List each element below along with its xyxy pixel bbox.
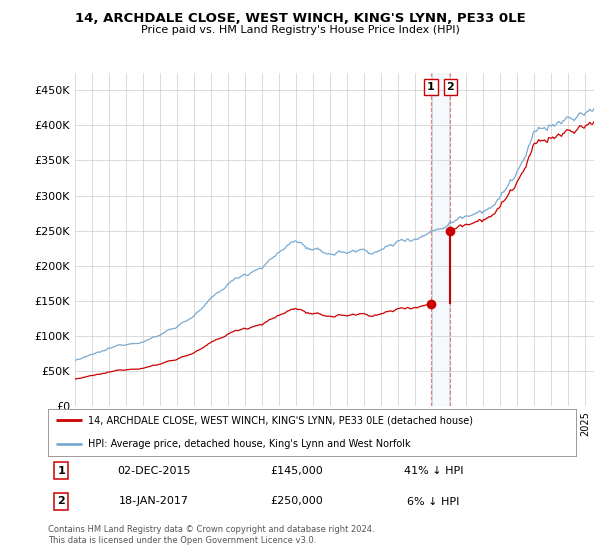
- Bar: [431, 73, 450, 406]
- Text: Price paid vs. HM Land Registry's House Price Index (HPI): Price paid vs. HM Land Registry's House …: [140, 25, 460, 35]
- Text: 14, ARCHDALE CLOSE, WEST WINCH, KING'S LYNN, PE33 0LE: 14, ARCHDALE CLOSE, WEST WINCH, KING'S L…: [74, 12, 526, 25]
- Text: 02-DEC-2015: 02-DEC-2015: [117, 465, 190, 475]
- Text: Contains HM Land Registry data © Crown copyright and database right 2024.
This d: Contains HM Land Registry data © Crown c…: [48, 525, 374, 545]
- Text: 41% ↓ HPI: 41% ↓ HPI: [404, 465, 463, 475]
- Text: 2: 2: [58, 497, 65, 506]
- Text: 6% ↓ HPI: 6% ↓ HPI: [407, 497, 460, 506]
- Text: 1: 1: [427, 82, 435, 92]
- Text: 14, ARCHDALE CLOSE, WEST WINCH, KING'S LYNN, PE33 0LE (detached house): 14, ARCHDALE CLOSE, WEST WINCH, KING'S L…: [88, 415, 473, 425]
- Text: 18-JAN-2017: 18-JAN-2017: [119, 497, 188, 506]
- Text: £250,000: £250,000: [270, 497, 323, 506]
- Text: 1: 1: [58, 465, 65, 475]
- Text: HPI: Average price, detached house, King's Lynn and West Norfolk: HPI: Average price, detached house, King…: [88, 439, 410, 449]
- Text: 2: 2: [446, 82, 454, 92]
- Text: £145,000: £145,000: [270, 465, 323, 475]
